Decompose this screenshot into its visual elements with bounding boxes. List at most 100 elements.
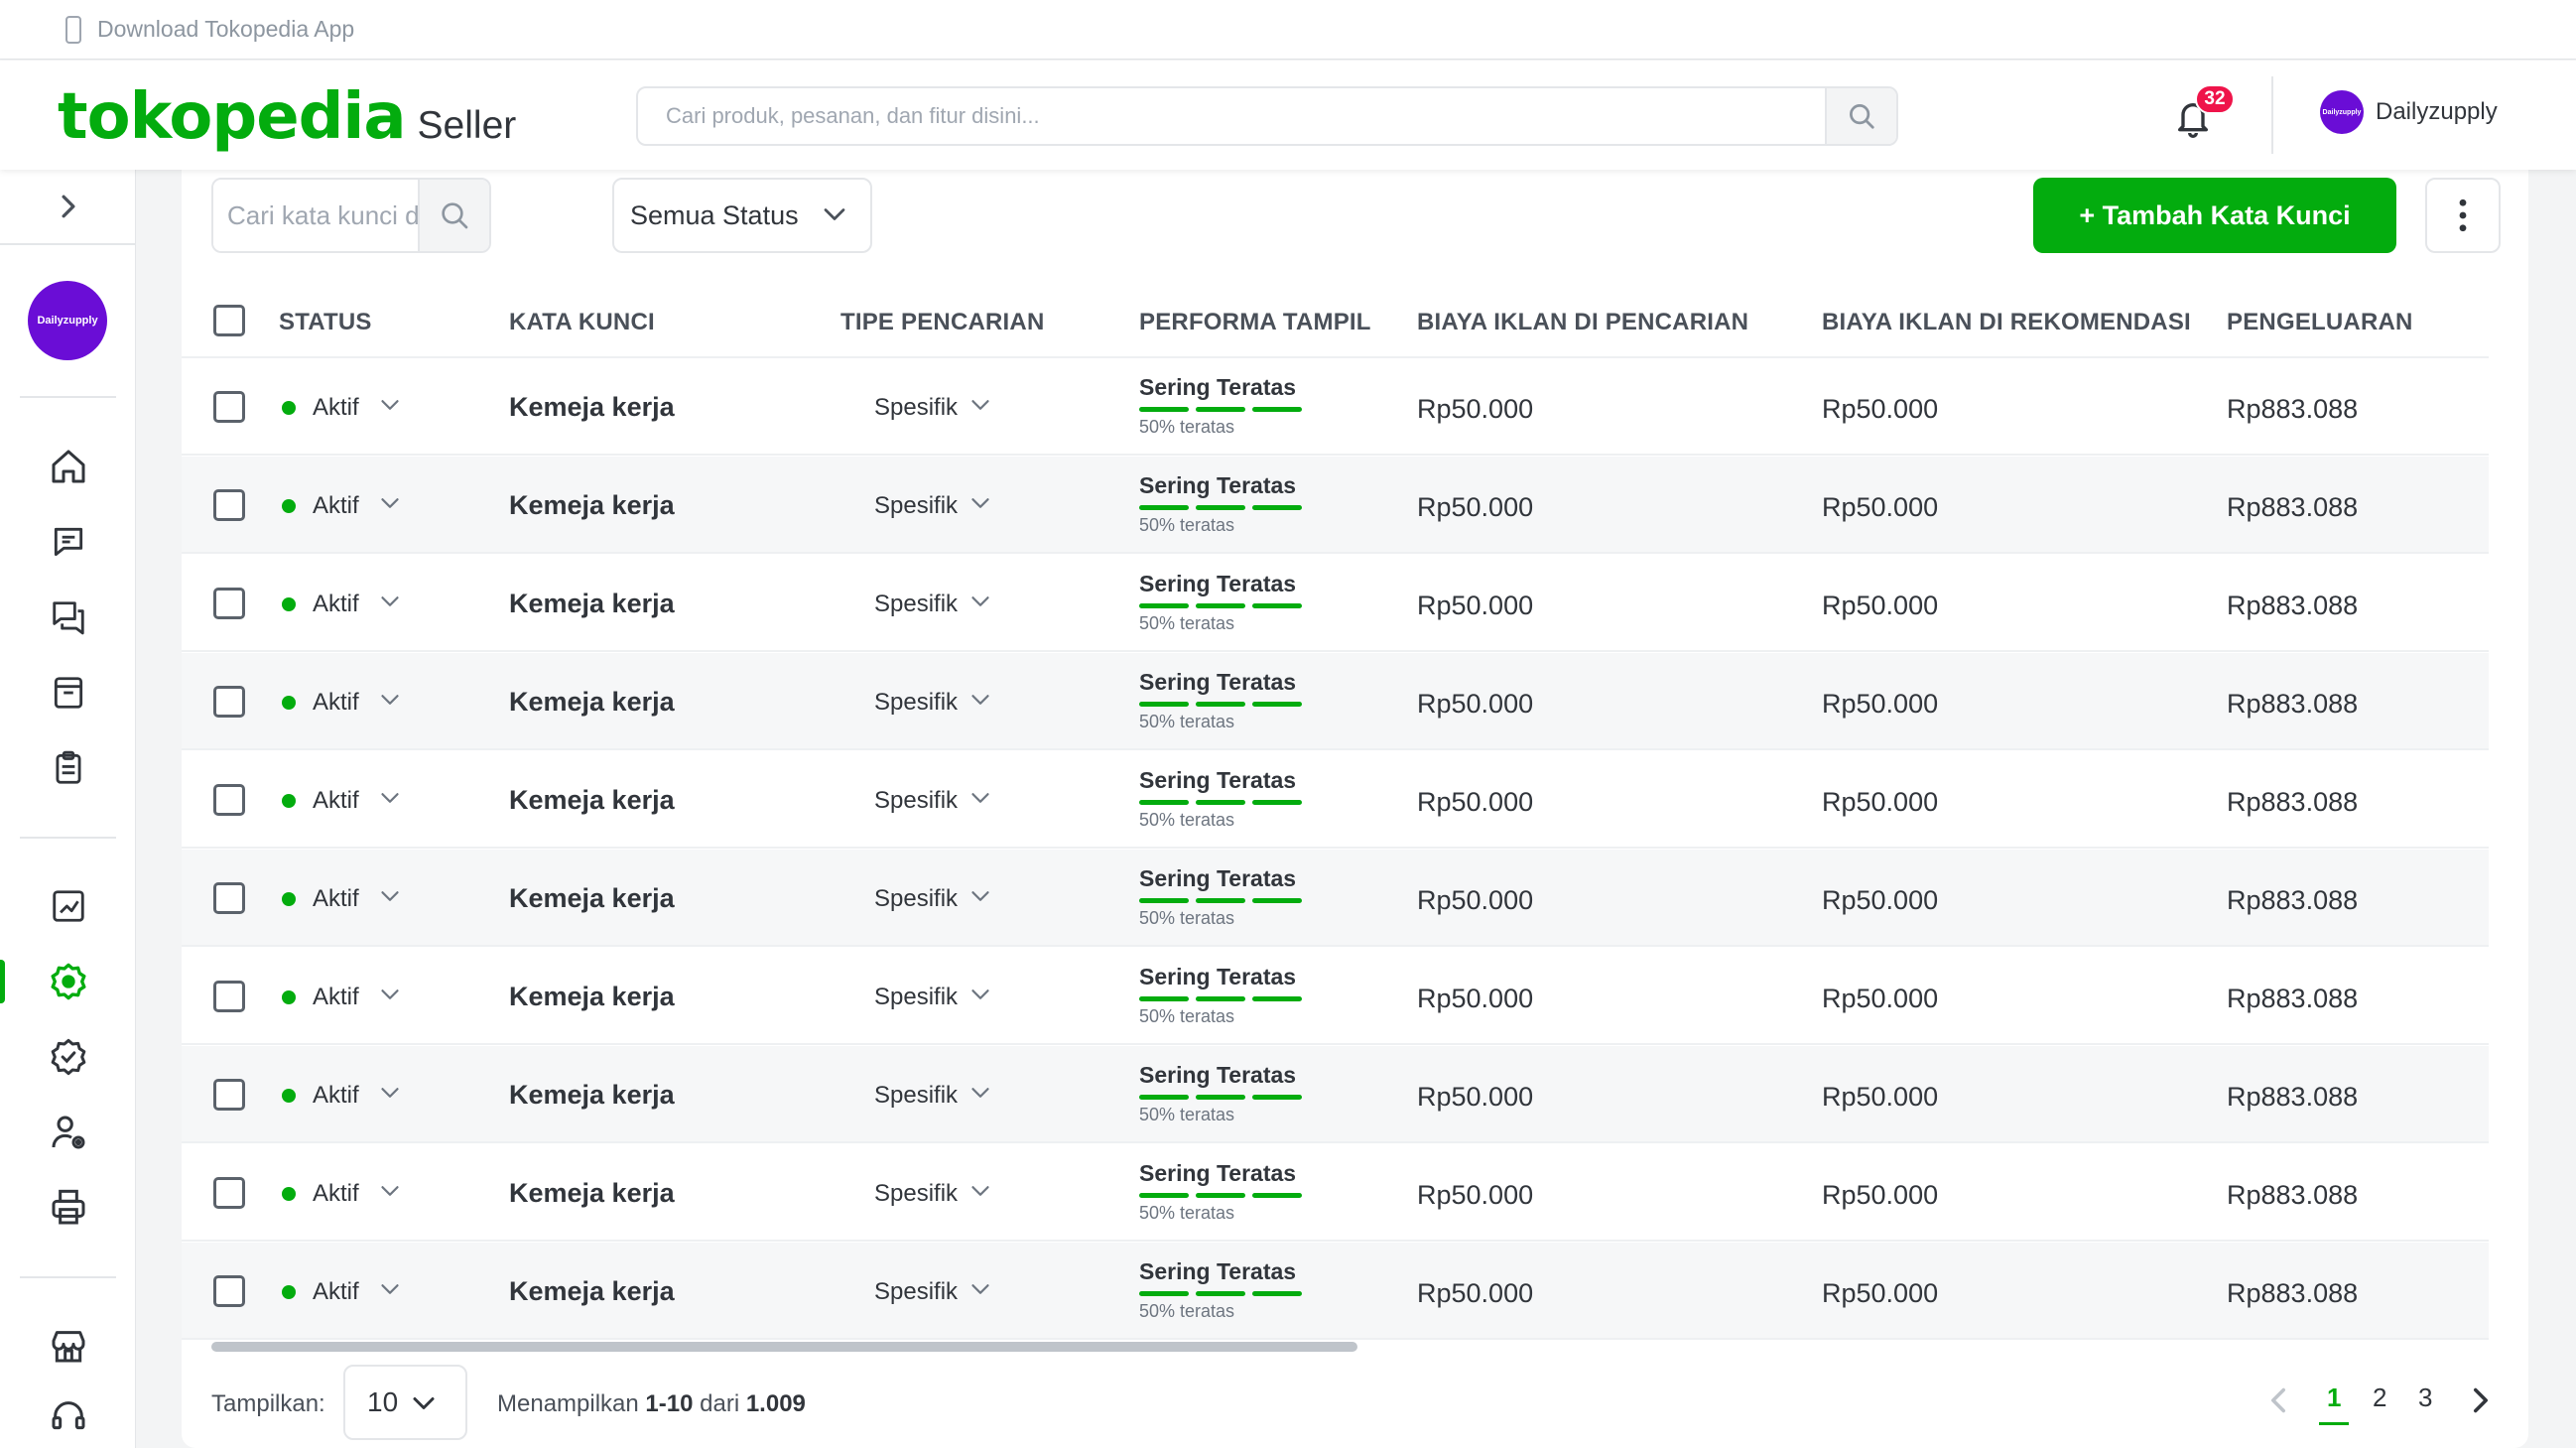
column-header-status[interactable]: STATUS xyxy=(279,309,372,335)
status-filter-select[interactable]: Semua Status xyxy=(612,178,872,253)
sidebar-toggle[interactable] xyxy=(0,170,136,245)
status-value[interactable]: Aktif xyxy=(313,591,359,617)
status-dropdown[interactable] xyxy=(380,398,400,417)
search-type-dropdown[interactable] xyxy=(970,987,990,1006)
add-keyword-button[interactable]: + Tambah Kata Kunci xyxy=(2033,178,2396,253)
user-menu[interactable]: Dailyzupply Dailyzupply xyxy=(2320,90,2498,134)
sidebar-item-orders[interactable] xyxy=(0,738,136,798)
row-checkbox[interactable] xyxy=(213,588,245,619)
search-type-dropdown[interactable] xyxy=(970,496,990,515)
status-dropdown[interactable] xyxy=(380,496,400,515)
column-header-spending[interactable]: PENGELUARAN xyxy=(2227,309,2413,335)
status-value[interactable]: Aktif xyxy=(313,1278,359,1305)
search-type-dropdown[interactable] xyxy=(970,791,990,810)
search-type-value[interactable]: Spesifik xyxy=(874,394,959,421)
search-type-value[interactable]: Spesifik xyxy=(874,984,959,1010)
reco-cost-cell[interactable]: Rp50.000 xyxy=(1822,1278,1939,1308)
search-cost-cell[interactable]: Rp50.000 xyxy=(1417,1082,1534,1112)
reco-cost-cell[interactable]: Rp50.000 xyxy=(1822,1082,1939,1112)
status-dropdown[interactable] xyxy=(380,987,400,1006)
column-header-performance[interactable]: PERFORMA TAMPIL xyxy=(1139,309,1371,335)
row-checkbox[interactable] xyxy=(213,1079,245,1111)
sidebar-item-admin[interactable] xyxy=(0,1103,136,1162)
status-value[interactable]: Aktif xyxy=(313,492,359,519)
column-header-search-type[interactable]: TIPE PENCARIAN xyxy=(840,309,1045,335)
status-value[interactable]: Aktif xyxy=(313,1180,359,1207)
tokopedia-seller-logo[interactable]: tokopedia Seller xyxy=(58,80,516,154)
status-dropdown[interactable] xyxy=(380,1086,400,1105)
search-type-dropdown[interactable] xyxy=(970,1282,990,1301)
search-cost-cell[interactable]: Rp50.000 xyxy=(1417,787,1534,817)
status-dropdown[interactable] xyxy=(380,594,400,613)
search-type-dropdown[interactable] xyxy=(970,1086,990,1105)
row-checkbox[interactable] xyxy=(213,489,245,521)
sidebar-item-ads[interactable] xyxy=(0,952,136,1011)
sidebar-item-badge[interactable] xyxy=(0,1027,136,1087)
global-search-button[interactable] xyxy=(1825,88,1896,144)
sidebar-item-print[interactable] xyxy=(0,1178,136,1238)
column-header-search-cost[interactable]: BIAYA IKLAN DI PENCARIAN xyxy=(1417,309,1749,335)
download-app-link[interactable]: Download Tokopedia App xyxy=(97,16,355,42)
row-checkbox[interactable] xyxy=(213,981,245,1012)
shop-avatar[interactable]: Dailyzupply xyxy=(28,281,107,360)
search-type-value[interactable]: Spesifik xyxy=(874,591,959,617)
keyword-search-button[interactable] xyxy=(418,180,489,251)
search-type-dropdown[interactable] xyxy=(970,594,990,613)
reco-cost-cell[interactable]: Rp50.000 xyxy=(1822,689,1939,719)
reco-cost-cell[interactable]: Rp50.000 xyxy=(1822,787,1939,817)
status-value[interactable]: Aktif xyxy=(313,885,359,912)
status-value[interactable]: Aktif xyxy=(313,394,359,421)
search-cost-cell[interactable]: Rp50.000 xyxy=(1417,492,1534,522)
search-type-value[interactable]: Spesifik xyxy=(874,1180,959,1207)
download-app-strip[interactable]: Download Tokopedia App xyxy=(0,0,2576,60)
search-type-value[interactable]: Spesifik xyxy=(874,1278,959,1305)
column-header-reco-cost[interactable]: BIAYA IKLAN DI REKOMENDASI xyxy=(1822,309,2191,335)
next-page-icon[interactable] xyxy=(2472,1386,2490,1414)
status-dropdown[interactable] xyxy=(380,791,400,810)
column-header-keyword[interactable]: KATA KUNCI xyxy=(509,309,655,335)
page-size-select[interactable]: 10 xyxy=(343,1365,467,1440)
page-3-button[interactable]: 3 xyxy=(2418,1382,2433,1412)
reco-cost-cell[interactable]: Rp50.000 xyxy=(1822,885,1939,915)
status-value[interactable]: Aktif xyxy=(313,984,359,1010)
search-cost-cell[interactable]: Rp50.000 xyxy=(1417,1278,1534,1308)
row-checkbox[interactable] xyxy=(213,882,245,914)
search-cost-cell[interactable]: Rp50.000 xyxy=(1417,394,1534,424)
search-cost-cell[interactable]: Rp50.000 xyxy=(1417,591,1534,620)
status-dropdown[interactable] xyxy=(380,889,400,908)
status-dropdown[interactable] xyxy=(380,1184,400,1203)
search-type-dropdown[interactable] xyxy=(970,693,990,712)
search-type-value[interactable]: Spesifik xyxy=(874,689,959,716)
page-1-button[interactable]: 1 xyxy=(2318,1382,2351,1425)
page-2-button[interactable]: 2 xyxy=(2373,1382,2387,1412)
sidebar-item-shop[interactable] xyxy=(0,1316,136,1376)
search-type-value[interactable]: Spesifik xyxy=(874,885,959,912)
row-checkbox[interactable] xyxy=(213,1177,245,1209)
reco-cost-cell[interactable]: Rp50.000 xyxy=(1822,591,1939,620)
sidebar-item-home[interactable] xyxy=(0,437,136,496)
reco-cost-cell[interactable]: Rp50.000 xyxy=(1822,492,1939,522)
horizontal-scrollbar[interactable] xyxy=(211,1342,1357,1352)
search-type-dropdown[interactable] xyxy=(970,398,990,417)
select-all-checkbox[interactable] xyxy=(213,305,245,336)
row-checkbox[interactable] xyxy=(213,391,245,423)
search-type-value[interactable]: Spesifik xyxy=(874,1082,959,1109)
status-value[interactable]: Aktif xyxy=(313,1082,359,1109)
search-cost-cell[interactable]: Rp50.000 xyxy=(1417,984,1534,1013)
sidebar-item-product[interactable] xyxy=(0,663,136,723)
search-cost-cell[interactable]: Rp50.000 xyxy=(1417,885,1534,915)
status-dropdown[interactable] xyxy=(380,693,400,712)
search-cost-cell[interactable]: Rp50.000 xyxy=(1417,689,1534,719)
sidebar-item-support[interactable] xyxy=(0,1386,136,1446)
status-value[interactable]: Aktif xyxy=(313,787,359,814)
reco-cost-cell[interactable]: Rp50.000 xyxy=(1822,1180,1939,1210)
sidebar-item-chat[interactable] xyxy=(0,512,136,572)
row-checkbox[interactable] xyxy=(213,784,245,816)
search-type-dropdown[interactable] xyxy=(970,889,990,908)
keyword-search-input[interactable] xyxy=(213,180,418,251)
status-dropdown[interactable] xyxy=(380,1282,400,1301)
status-value[interactable]: Aktif xyxy=(313,689,359,716)
more-options-button[interactable] xyxy=(2425,178,2501,253)
row-checkbox[interactable] xyxy=(213,1275,245,1307)
sidebar-item-discussion[interactable] xyxy=(0,588,136,647)
